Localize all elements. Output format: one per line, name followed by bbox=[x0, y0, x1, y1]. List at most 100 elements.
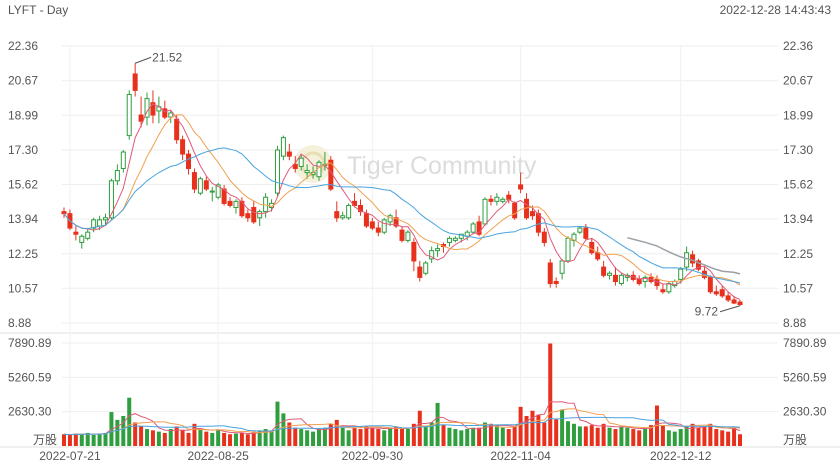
candle-up bbox=[559, 260, 565, 274]
candle-up bbox=[91, 219, 97, 229]
volume-bar-up bbox=[299, 429, 304, 446]
candle-down bbox=[553, 280, 559, 285]
volume-bar-down bbox=[583, 426, 588, 446]
volume-bar-down bbox=[542, 422, 547, 446]
volume-bar-down bbox=[738, 434, 742, 446]
candle-up bbox=[666, 283, 672, 293]
volume-tick-right: 2630.30 bbox=[783, 405, 827, 419]
volume-tick-right: 5260.59 bbox=[783, 370, 827, 384]
volume-bar-down bbox=[162, 432, 167, 446]
volume-bar-up bbox=[91, 434, 96, 446]
volume-bar-down bbox=[554, 418, 559, 446]
volume-bar-down bbox=[708, 423, 713, 446]
volume-bar-down bbox=[293, 427, 298, 446]
candle-up bbox=[500, 198, 506, 202]
volume-bar-up bbox=[216, 430, 221, 446]
candle-up bbox=[470, 223, 476, 233]
candle-down bbox=[286, 151, 292, 157]
volume-bar-up bbox=[340, 427, 345, 446]
candle-down bbox=[162, 108, 168, 118]
candle-up bbox=[79, 235, 85, 243]
candle-up bbox=[120, 151, 126, 169]
candle-down bbox=[239, 200, 245, 217]
candle-up bbox=[446, 237, 452, 243]
candle-down bbox=[61, 211, 67, 215]
volume-bar-down bbox=[287, 422, 292, 446]
candle-up bbox=[197, 178, 203, 194]
candle-down bbox=[713, 291, 719, 295]
price-ma-line bbox=[63, 114, 741, 286]
volume-bar-up bbox=[471, 427, 476, 446]
volume-tick-left: 2630.30 bbox=[8, 405, 52, 419]
candle-up bbox=[387, 215, 393, 223]
high-label: 21.52 bbox=[152, 50, 182, 64]
candle-up bbox=[607, 272, 613, 276]
volume-bar-up bbox=[571, 423, 576, 446]
price-tick-left: 18.99 bbox=[8, 108, 38, 122]
candle-up bbox=[577, 227, 583, 233]
candle-down bbox=[731, 299, 737, 304]
volume-bar-up bbox=[483, 422, 488, 446]
annotations: 21.52 9.72 bbox=[134, 50, 741, 319]
candle-up bbox=[108, 180, 114, 219]
price-tick-left: 17.30 bbox=[8, 143, 38, 157]
volume-bar-down bbox=[601, 423, 606, 446]
price-axis: 22.36 22.36 20.67 20.67 18.99 18.99 17.30 17.30… bbox=[8, 39, 813, 330]
volume-bar-down bbox=[400, 427, 404, 446]
volume-bar-down bbox=[649, 425, 654, 446]
candle-down bbox=[529, 211, 535, 217]
volume-tick-left: 5260.59 bbox=[8, 370, 52, 384]
candle-up bbox=[280, 137, 286, 157]
candle-up bbox=[435, 248, 441, 252]
price-ma-long-line bbox=[627, 237, 741, 275]
candle-down bbox=[363, 213, 369, 227]
candle-down bbox=[203, 180, 209, 190]
volume-bar-up bbox=[85, 432, 90, 446]
candle-up bbox=[85, 231, 91, 239]
volume-bar-up bbox=[233, 433, 238, 446]
candle-down bbox=[707, 276, 713, 293]
volume-bar-down bbox=[660, 425, 665, 446]
candle-down bbox=[690, 254, 696, 264]
price-tick-right: 13.94 bbox=[783, 212, 813, 226]
watermark-logo-icon bbox=[294, 145, 332, 183]
candle-up bbox=[429, 250, 435, 260]
chart-title: LYFT - Day bbox=[8, 3, 69, 17]
candle-down bbox=[292, 163, 298, 169]
candle-down bbox=[518, 184, 524, 190]
candle-up bbox=[346, 204, 352, 219]
volume-bar-up bbox=[269, 430, 274, 446]
candle-up bbox=[215, 184, 221, 198]
volume-bar-up bbox=[210, 432, 215, 446]
volume-bar-up bbox=[625, 427, 630, 446]
candle-down bbox=[476, 221, 482, 235]
price-tick-left: 20.67 bbox=[8, 74, 38, 88]
volume-bar-down bbox=[358, 429, 363, 446]
candle-up bbox=[126, 93, 132, 137]
volume-bar-down bbox=[411, 423, 416, 446]
volume-bar-down bbox=[720, 430, 725, 446]
candle-down bbox=[186, 153, 192, 169]
volume-bar-down bbox=[506, 429, 511, 446]
candle-down bbox=[399, 229, 405, 241]
high-leader bbox=[134, 56, 152, 64]
volume-axis: 7890.89 7890.89 5260.59 5260.59 2630.30 2630.… bbox=[8, 336, 827, 447]
candle-down bbox=[227, 200, 233, 206]
candle-down bbox=[334, 211, 340, 219]
candle-down bbox=[695, 260, 701, 270]
volume-bar-up bbox=[168, 429, 173, 446]
candle-down bbox=[417, 266, 423, 278]
watermark-text: Tiger Community bbox=[347, 152, 537, 180]
grid-lines bbox=[0, 45, 840, 448]
date-tick: 2022-11-04 bbox=[490, 449, 551, 463]
volume-bar-down bbox=[245, 434, 250, 446]
price-moving-averages bbox=[63, 103, 741, 300]
volume-bar-down bbox=[239, 432, 244, 446]
volume-bar-down bbox=[518, 406, 523, 446]
candle-down bbox=[73, 231, 79, 235]
candle-up bbox=[678, 268, 684, 280]
volume-bar-down bbox=[631, 429, 636, 446]
volume-bar-down bbox=[417, 410, 422, 446]
candle-down bbox=[488, 198, 494, 202]
